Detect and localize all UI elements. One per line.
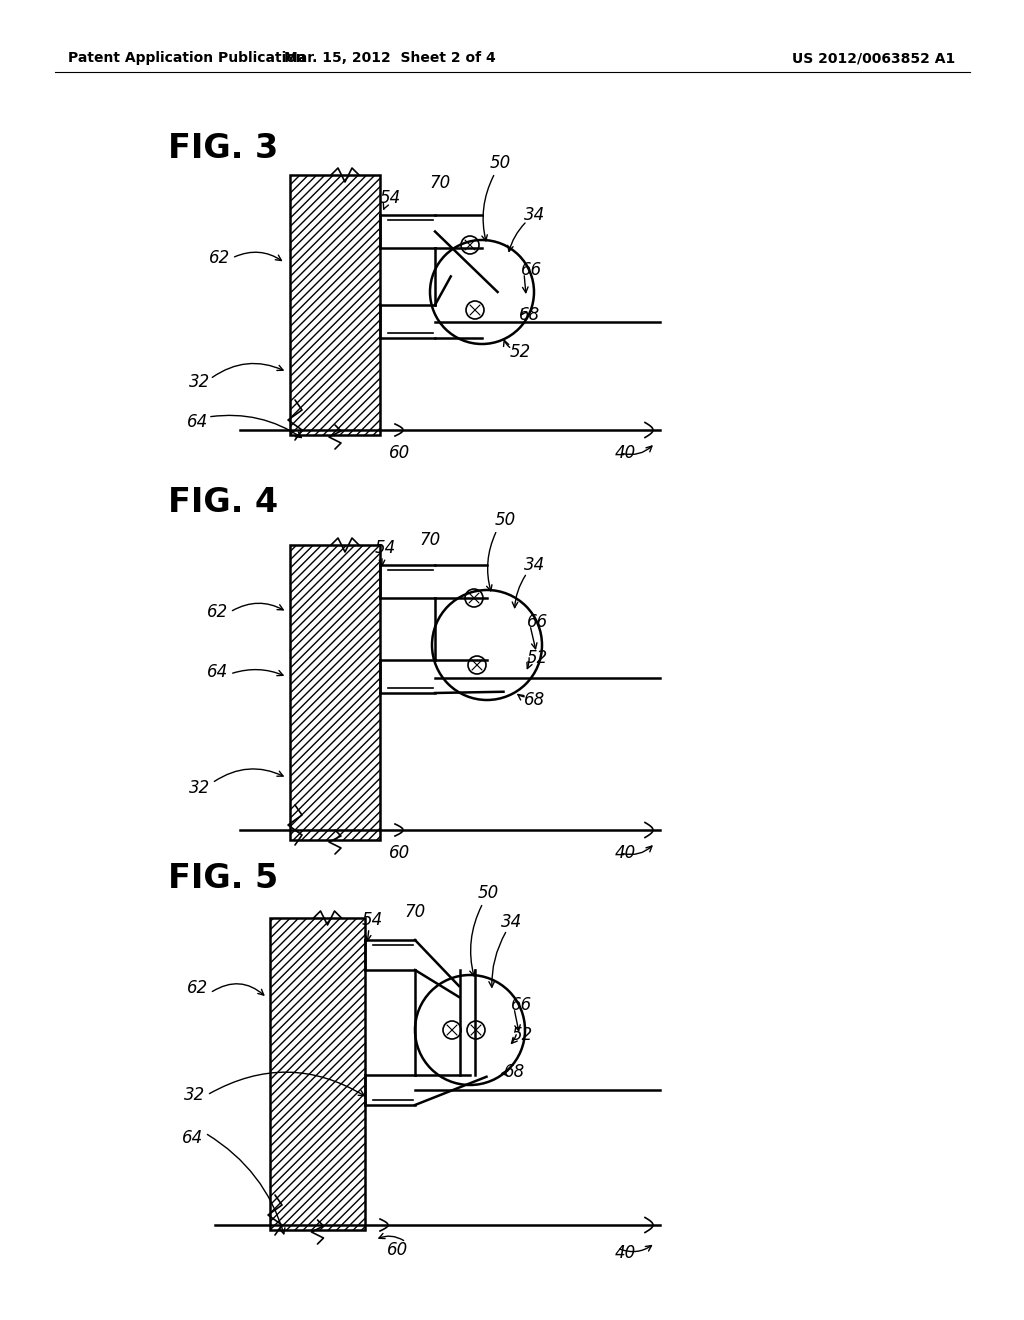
Text: 54: 54 <box>379 189 400 207</box>
Text: US 2012/0063852 A1: US 2012/0063852 A1 <box>792 51 955 65</box>
Text: 70: 70 <box>429 174 451 191</box>
Text: 52: 52 <box>509 343 530 360</box>
Text: FIG. 4: FIG. 4 <box>168 487 279 520</box>
Text: 50: 50 <box>489 154 511 172</box>
Text: 40: 40 <box>614 444 636 462</box>
Text: 52: 52 <box>526 649 548 667</box>
Text: 50: 50 <box>477 884 499 902</box>
Text: 32: 32 <box>189 374 211 391</box>
Text: 54: 54 <box>375 539 395 557</box>
Text: 64: 64 <box>182 1129 204 1147</box>
Text: 34: 34 <box>524 206 546 224</box>
Text: 40: 40 <box>614 1243 636 1262</box>
Bar <box>290 545 380 840</box>
Text: 66: 66 <box>511 997 532 1014</box>
Text: 62: 62 <box>208 603 228 620</box>
Text: 54: 54 <box>361 911 383 929</box>
Text: 64: 64 <box>187 413 209 432</box>
Text: 66: 66 <box>527 612 549 631</box>
Text: 68: 68 <box>519 306 541 323</box>
Text: 70: 70 <box>420 531 440 549</box>
Text: 70: 70 <box>404 903 426 921</box>
Text: Mar. 15, 2012  Sheet 2 of 4: Mar. 15, 2012 Sheet 2 of 4 <box>284 51 496 65</box>
Text: 60: 60 <box>389 843 411 862</box>
Text: 60: 60 <box>387 1241 409 1259</box>
Bar <box>270 917 365 1230</box>
Text: 32: 32 <box>184 1086 206 1104</box>
Bar <box>290 176 380 436</box>
Text: 68: 68 <box>524 690 546 709</box>
Text: 60: 60 <box>389 444 411 462</box>
Text: 62: 62 <box>187 979 209 997</box>
Text: 68: 68 <box>505 1063 525 1081</box>
Text: FIG. 5: FIG. 5 <box>168 862 279 895</box>
Text: 40: 40 <box>614 843 636 862</box>
Text: Patent Application Publication: Patent Application Publication <box>68 51 306 65</box>
Text: 64: 64 <box>208 663 228 681</box>
Text: 52: 52 <box>511 1026 532 1044</box>
Text: 34: 34 <box>502 913 522 931</box>
Text: 34: 34 <box>524 556 546 574</box>
Text: FIG. 3: FIG. 3 <box>168 132 279 165</box>
Text: 50: 50 <box>495 511 516 529</box>
Text: 62: 62 <box>209 249 230 267</box>
Text: 32: 32 <box>189 779 211 797</box>
Text: 66: 66 <box>521 261 543 279</box>
